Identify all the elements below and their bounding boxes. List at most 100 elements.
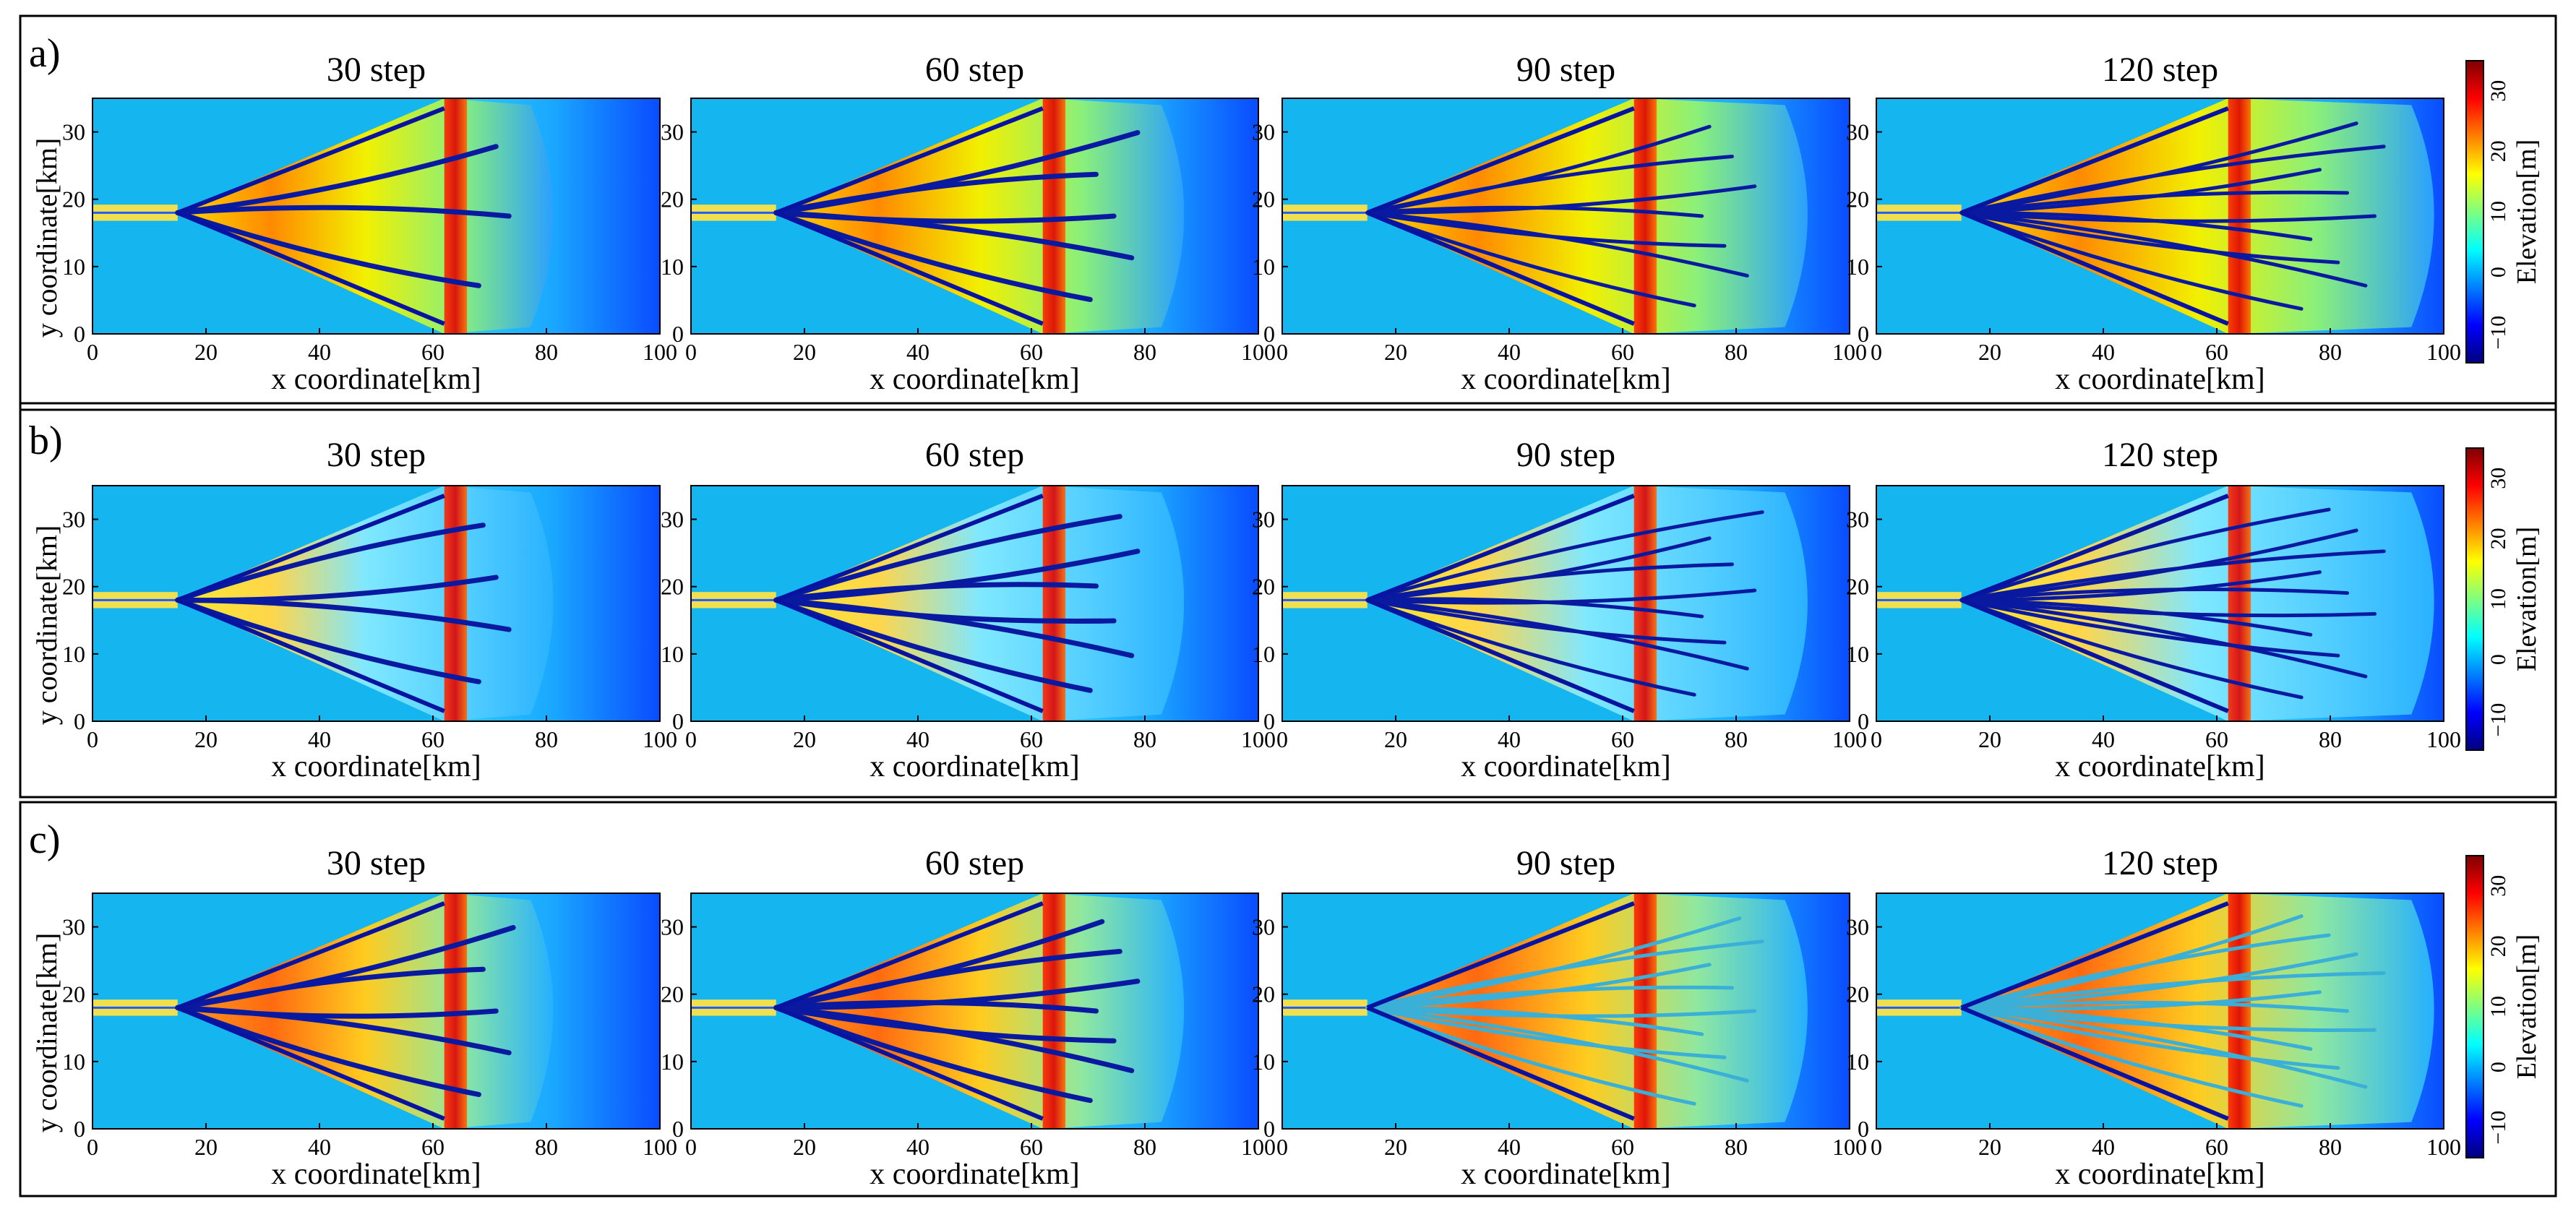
- panel-2-4: 120 step 0 20 40 60 80 100 0 10 20 30 x coordinate[…: [1846, 436, 2461, 783]
- distributary-channel: [175, 597, 481, 684]
- panel-1-4: 120 step 0 20 40 60 80 100 0 10 20 30 x coordinate[…: [1846, 51, 2461, 396]
- axes-box: [690, 98, 1259, 335]
- colorbar-tick-label: 0: [2486, 267, 2510, 278]
- axes-box: [1281, 893, 1850, 1130]
- x-axis-label: x coordinate[km]: [1461, 1158, 1670, 1191]
- colorbar-tick-label: 20: [2486, 935, 2510, 957]
- lower-margin-channel: [1960, 598, 2229, 713]
- distributary-channel: [1365, 1005, 1727, 1059]
- panel-title: 30 step: [327, 844, 426, 882]
- y-tick-label: 30: [661, 507, 684, 533]
- y-tick-label: 10: [62, 1049, 85, 1075]
- lower-margin-channel: [1366, 1005, 1635, 1121]
- lower-margin-channel: [1366, 210, 1635, 326]
- x-tick-label: 20: [194, 726, 218, 752]
- y-tick-label: 0: [672, 321, 684, 347]
- x-tick-label: 60: [1611, 339, 1634, 365]
- lower-margin-channel: [1960, 210, 2229, 326]
- x-tick-label: 60: [421, 726, 445, 752]
- colorbar-label: Elevation[m]: [2512, 934, 2542, 1079]
- x-tick-label: 100: [1832, 339, 1867, 365]
- x-tick-label: 20: [1978, 1134, 2001, 1160]
- y-axis-label: y coordinate[km]: [30, 933, 63, 1133]
- x-tick-label: 20: [194, 1134, 218, 1160]
- distributary-channel: [1365, 588, 1757, 605]
- distributary-channel: [773, 130, 1141, 215]
- x-axis-label: x coordinate[km]: [271, 1158, 481, 1191]
- y-tick-label: 0: [1263, 708, 1275, 734]
- colorbar: 30 20 10 0 −10 Elevation[m]: [2465, 855, 2542, 1158]
- x-tick-label: 40: [1498, 1134, 1521, 1160]
- x-axis-label: x coordinate[km]: [1461, 750, 1670, 783]
- x-tick-label: 100: [2426, 726, 2461, 752]
- x-tick-label: 0: [685, 1134, 697, 1160]
- x-tick-label: 80: [2319, 726, 2342, 752]
- upper-margin-channel: [176, 106, 445, 215]
- y-tick-label: 30: [1846, 507, 1869, 533]
- y-tick-label: 30: [1846, 914, 1869, 940]
- distributary-channel: [175, 205, 512, 219]
- distributary-channel: [1365, 210, 1727, 248]
- colorbar-tick-label: −10: [2486, 316, 2510, 350]
- x-tick-label: 40: [906, 726, 929, 752]
- distributary-channel: [1365, 916, 1742, 1010]
- colorbar-tick-label: 20: [2486, 140, 2510, 162]
- x-tick-label: 80: [1725, 339, 1748, 365]
- y-tick-label: 0: [74, 321, 85, 347]
- y-tick-label: 0: [74, 1116, 85, 1142]
- y-tick-label: 20: [1252, 186, 1275, 212]
- x-axis-label: x coordinate[km]: [271, 750, 481, 783]
- colorbar-tick-label: 10: [2486, 588, 2510, 610]
- x-tick-label: 100: [2426, 1134, 2461, 1160]
- delta-front-band: [444, 486, 468, 721]
- axes-box: [1876, 98, 2444, 335]
- delta-fan: [776, 98, 1185, 334]
- upper-margin-channel: [1960, 494, 2229, 603]
- distributary-channel: [175, 575, 499, 603]
- x-tick-label: 80: [1133, 339, 1156, 365]
- y-tick-label: 30: [62, 914, 85, 940]
- y-tick-label: 20: [1846, 574, 1869, 600]
- distributary-channel: [1959, 210, 2368, 288]
- axes-box: [92, 98, 661, 335]
- x-axis-label: x coordinate[km]: [2055, 1158, 2264, 1191]
- colorbar-tick-label: 30: [2486, 468, 2510, 489]
- distributary-channel: [773, 514, 1122, 603]
- x-tick-label: 60: [1020, 1134, 1043, 1160]
- x-tick-label: 20: [194, 339, 218, 365]
- colorbar-label: Elevation[m]: [2512, 527, 2542, 671]
- axes-box: [1281, 98, 1850, 335]
- colorbar: 30 20 10 0 −10 Elevation[m]: [2465, 447, 2542, 751]
- distributary-channel: [1959, 598, 2377, 618]
- distributary-channel: [773, 597, 1117, 624]
- x-tick-label: 100: [1241, 339, 1276, 365]
- x-tick-label: 80: [2319, 339, 2342, 365]
- distributary-channel: [1365, 598, 1696, 697]
- x-tick-label: 40: [2092, 1134, 2115, 1160]
- y-tick-label: 30: [62, 119, 85, 145]
- lower-margin-channel: [176, 598, 445, 713]
- colorbar-gradient: [2465, 855, 2484, 1158]
- y-tick-label: 0: [1858, 708, 1869, 734]
- x-tick-label: 20: [1384, 339, 1407, 365]
- distributary-channel: [175, 925, 516, 1010]
- distributary-channel: [1959, 1005, 2304, 1108]
- distributary-channel: [175, 1005, 499, 1019]
- x-tick-label: 0: [1871, 339, 1882, 365]
- lower-margin-channel: [176, 1005, 445, 1121]
- colorbar-tick-label: 30: [2486, 80, 2510, 102]
- distributary-channel: [1959, 598, 2304, 700]
- x-axis-label: x coordinate[km]: [870, 1158, 1079, 1191]
- x-tick-label: 60: [1020, 726, 1043, 752]
- distributary-channel: [1959, 168, 2322, 215]
- axes-box: [1876, 485, 2444, 722]
- upper-margin-channel: [1366, 494, 1635, 603]
- lower-margin-channel: [775, 1005, 1044, 1121]
- colorbar-tick-label: 30: [2486, 875, 2510, 897]
- panel-title: 120 step: [2102, 436, 2218, 474]
- panel-3-1: 30 step 0 20 40 60 80 100 0 10 20 30 x coordinate[k…: [62, 844, 677, 1191]
